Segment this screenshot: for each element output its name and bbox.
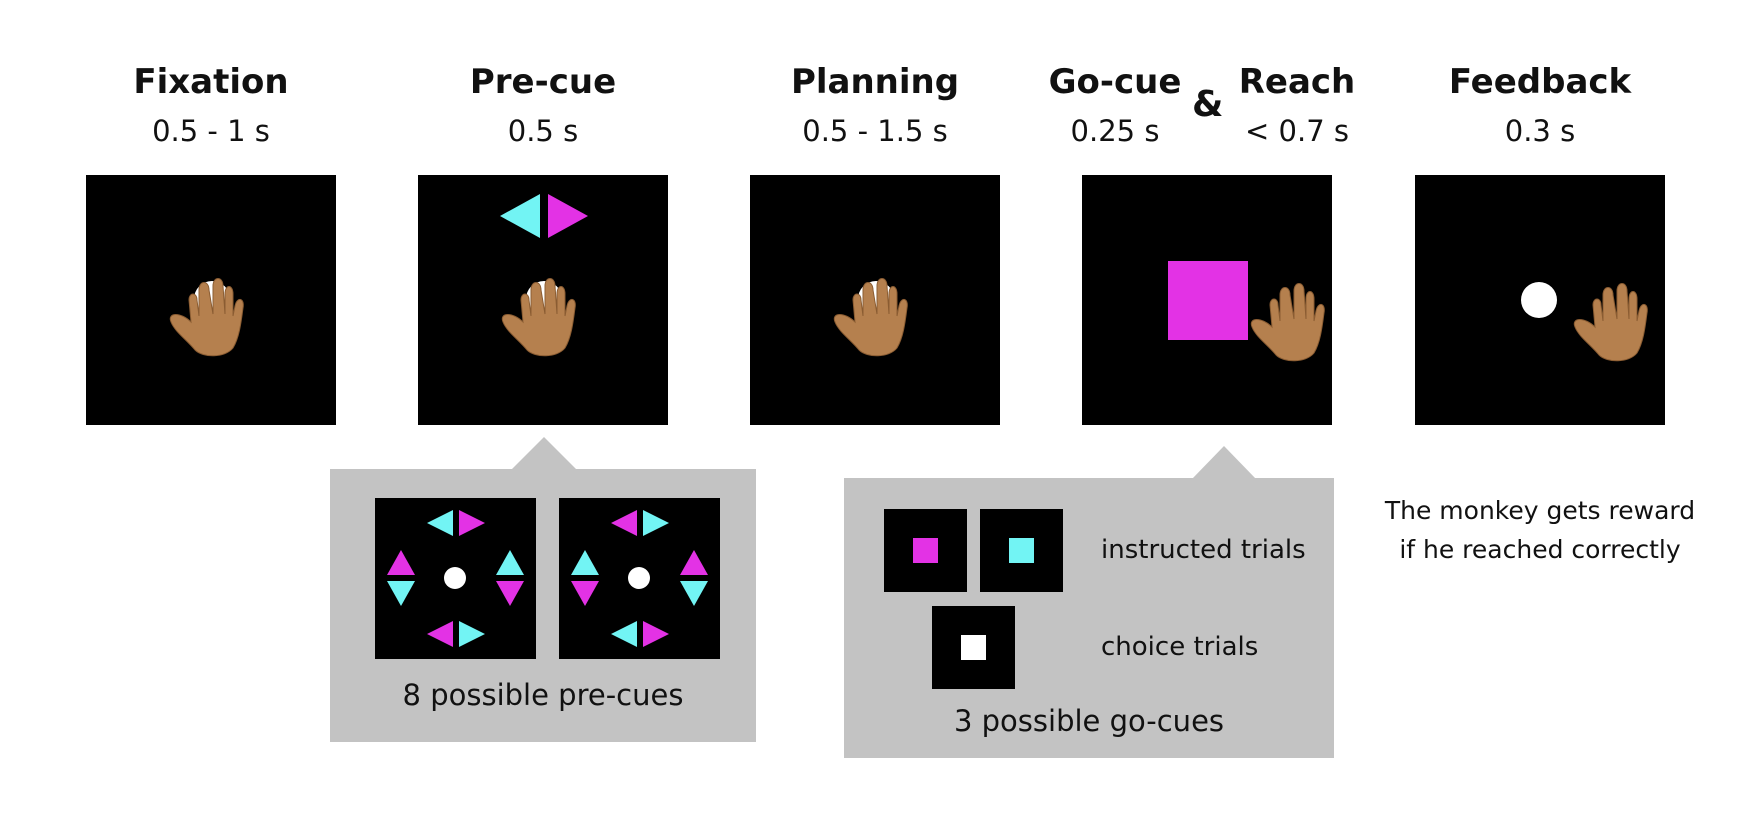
fixation-target-icon	[444, 567, 466, 589]
precue-arrow-icon	[643, 621, 669, 647]
ampersand: &	[1192, 84, 1224, 125]
precue-arrow-icon	[387, 581, 415, 606]
hand-icon	[833, 278, 908, 357]
screen-fixation	[86, 175, 336, 425]
screen-gocue-reach	[1082, 175, 1332, 425]
feedback-note-line-2: if he reached correctly	[1399, 535, 1681, 564]
precue-callout-pointer	[512, 437, 576, 469]
instructed-trials-label: instructed trials	[1101, 535, 1306, 565]
precue-option-a	[375, 498, 536, 659]
precue-arrow-icon	[680, 550, 708, 575]
stage-title-fixation: Fixation	[133, 62, 289, 102]
precue-option-b	[559, 498, 720, 659]
screen-planning	[750, 175, 1000, 425]
stage-title-precue: Pre-cue	[469, 62, 617, 102]
screen-feedback	[1415, 175, 1665, 425]
feedback-note-line-1: The monkey gets reward	[1384, 496, 1696, 525]
go-cue-square-icon	[961, 635, 986, 660]
precue-arrow-icon	[496, 550, 524, 575]
precue-arrow-icon	[387, 550, 415, 575]
fixation-target-icon	[628, 567, 650, 589]
precue-arrow-icon	[459, 621, 485, 647]
hand-icon	[501, 278, 576, 357]
stage-title-planning: Planning	[790, 62, 960, 102]
precue-options-caption: 8 possible pre-cues	[402, 678, 684, 712]
precue-options-panel: 8 possible pre-cues	[330, 469, 756, 742]
go-cue-square-icon	[1009, 538, 1034, 563]
precue-arrow-icon	[571, 581, 599, 606]
hand-icon	[1250, 283, 1325, 362]
reward-target-icon	[1521, 282, 1557, 318]
gocue-callout-pointer	[1192, 446, 1256, 479]
stage-time-fixation: 0.5 - 1 s	[152, 114, 270, 148]
precue-arrow-icon	[427, 621, 453, 647]
stage-time-gocue: 0.25 s	[1070, 114, 1160, 148]
stage-time-planning: 0.5 - 1.5 s	[802, 114, 948, 148]
precue-arrow-icon	[427, 510, 453, 536]
stage-title-reach: Reach	[1238, 62, 1356, 102]
gocue-options-panel: instructed trials choice trials 3 possib…	[844, 478, 1334, 758]
gocue-option-white	[932, 606, 1015, 689]
choice-trials-label: choice trials	[1101, 632, 1259, 662]
go-cue-square-icon	[913, 538, 938, 563]
hand-icon	[169, 278, 244, 357]
precue-arrow-icon	[571, 550, 599, 575]
gocue-options-caption: 3 possible go-cues	[953, 704, 1225, 738]
precue-arrow-icon	[643, 510, 669, 536]
precue-arrow-icon	[611, 621, 637, 647]
precue-arrow-icon	[500, 194, 540, 238]
go-cue-square-icon	[1168, 261, 1248, 340]
gocue-option-magenta	[884, 509, 967, 592]
precue-arrow-icon	[459, 510, 485, 536]
precue-arrow-icon	[548, 194, 588, 238]
precue-arrow-icon	[680, 581, 708, 606]
stage-time-feedback: 0.3 s	[1504, 114, 1576, 148]
stage-title-feedback: Feedback	[1448, 62, 1632, 102]
stage-time-reach: < 0.7 s	[1245, 114, 1349, 148]
stage-title-gocue: Go-cue	[1048, 62, 1182, 102]
precue-arrow-icon	[496, 581, 524, 606]
gocue-option-cyan	[980, 509, 1063, 592]
screen-precue	[418, 175, 668, 425]
feedback-note: The monkey gets reward if he reached cor…	[1370, 491, 1710, 569]
hand-icon	[1573, 283, 1648, 362]
precue-arrow-icon	[611, 510, 637, 536]
stage-time-precue: 0.5 s	[507, 114, 579, 148]
